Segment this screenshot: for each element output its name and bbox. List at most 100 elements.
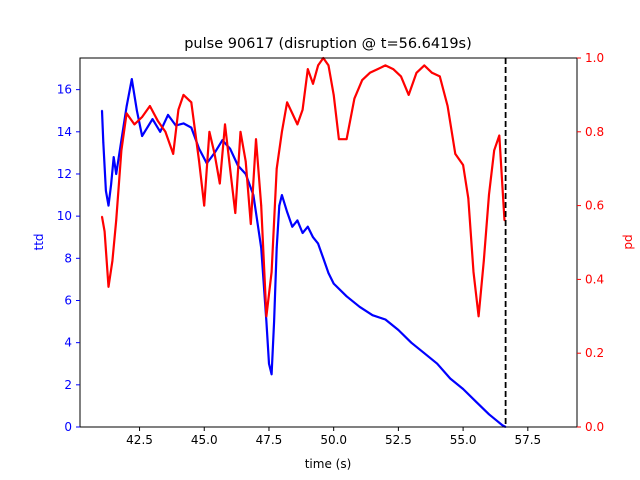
pd-data-point [190, 101, 193, 104]
ttd-data-point [141, 135, 144, 137]
pd-data-point [239, 130, 242, 133]
ttd-data-point [107, 204, 110, 207]
ttd-data-point [105, 189, 107, 192]
pd-data-point [281, 130, 283, 133]
ttd-data-point [475, 400, 477, 403]
pd-data-point [462, 164, 464, 166]
pd-data-point [431, 71, 433, 74]
pd-data-point [234, 212, 237, 214]
pd-data-point [345, 138, 348, 141]
y-right-tick-label: 0.2 [585, 346, 604, 360]
pd-data-point [270, 271, 273, 273]
ttd-data-point [462, 388, 464, 390]
pd-data-point [103, 230, 106, 233]
y-left-axis-label: ttd [32, 233, 46, 250]
ttd-data-point [167, 114, 169, 116]
pd-data-point [306, 68, 309, 70]
ttd-data-point [102, 141, 105, 144]
ttd-data-point [501, 424, 503, 426]
x-tick-label: 52.5 [385, 433, 412, 447]
ttd-data-point [423, 352, 426, 355]
pd-data-point [208, 130, 211, 133]
pd-data-point [369, 71, 371, 74]
x-axis-label: time (s) [305, 457, 352, 471]
pd-data-point [291, 112, 294, 115]
plot-frame [79, 57, 578, 428]
pd-data-point [467, 197, 470, 200]
pd-data-point [312, 82, 314, 85]
y-left-tick-label: 16 [57, 83, 72, 97]
ttd-data-point [136, 109, 138, 112]
ttd-series-line [100, 77, 507, 428]
ttd-data-point [112, 156, 115, 159]
pd-data-point [454, 153, 457, 155]
pd-data-point [107, 285, 110, 288]
y-right-tick-label: 0.8 [585, 125, 604, 139]
x-tick-label: 55.0 [450, 433, 477, 447]
pd-data-point [133, 123, 136, 126]
ttd-data-point [488, 413, 490, 416]
ttd-data-point [182, 122, 185, 125]
pd-data-point [111, 260, 114, 262]
ttd-data-point [265, 320, 268, 323]
pd-data-point [477, 315, 480, 318]
ttd-data-point [260, 246, 263, 249]
y-right-tick-label: 0.0 [585, 420, 604, 434]
ttd-data-point [371, 314, 374, 317]
pd-data-point [125, 112, 128, 115]
pd-data-point [249, 223, 252, 225]
pd-data-point [338, 138, 340, 141]
pd-data-point [141, 116, 144, 118]
pd-data-point [260, 204, 263, 207]
ttd-data-point [275, 246, 278, 249]
pd-data-point [213, 153, 216, 155]
ttd-data-point [190, 126, 193, 129]
y-left-tick-label: 2 [64, 378, 72, 392]
ttd-data-point [384, 318, 387, 321]
ttd-data-point [345, 295, 348, 298]
pd-data-point [286, 101, 288, 104]
x-tick-label: 45.0 [191, 433, 218, 447]
ttd-data-point [125, 105, 128, 108]
ttd-data-point [317, 242, 319, 245]
y-right-axis-ticks: 0.0 0.2 0.4 0.6 0.8 1.0 [577, 51, 604, 434]
ttd-data-point [268, 362, 270, 365]
ttd-data-point [270, 373, 273, 376]
pd-data-point [446, 105, 449, 107]
chart-title: pulse 90617 (disruption @ t=56.6419s) [184, 36, 472, 52]
ttd-data-point [397, 329, 400, 331]
pd-data-point [198, 160, 201, 163]
ttd-data-point [115, 173, 118, 175]
ttd-data-point [436, 362, 439, 365]
ttd-data-point [130, 78, 133, 80]
ttd-data-point [286, 211, 288, 213]
pd-data-point [317, 64, 319, 67]
ttd-data-point [495, 419, 498, 422]
pd-data-point [332, 94, 335, 96]
x-tick-label: 42.5 [126, 433, 153, 447]
ttd-data-point [322, 257, 325, 260]
pd-data-point [255, 138, 257, 141]
ttd-data-point [198, 147, 201, 150]
pd-data-point [164, 130, 167, 133]
pd-data-point [244, 160, 247, 163]
pd-data-point [156, 119, 159, 122]
ttd-series-layer [100, 77, 507, 428]
ttd-data-point [101, 109, 103, 112]
pd-data-point [182, 94, 185, 96]
x-tick-label: 57.5 [514, 433, 541, 447]
pd-data-point [423, 64, 426, 67]
pd-data-point [296, 123, 299, 126]
pd-data-point [384, 64, 387, 67]
ttd-data-point [449, 377, 452, 380]
pd-data-point [149, 105, 151, 107]
pd-data-point [361, 79, 364, 81]
pd-data-point [224, 123, 226, 126]
y-left-tick-label: 8 [64, 251, 72, 265]
pd-data-point [115, 219, 118, 222]
y-left-tick-label: 10 [57, 209, 72, 223]
pd-data-point [265, 315, 268, 318]
y-right-tick-label: 1.0 [585, 51, 604, 65]
ttd-data-point [151, 118, 154, 120]
pd-series-layer [100, 56, 506, 318]
